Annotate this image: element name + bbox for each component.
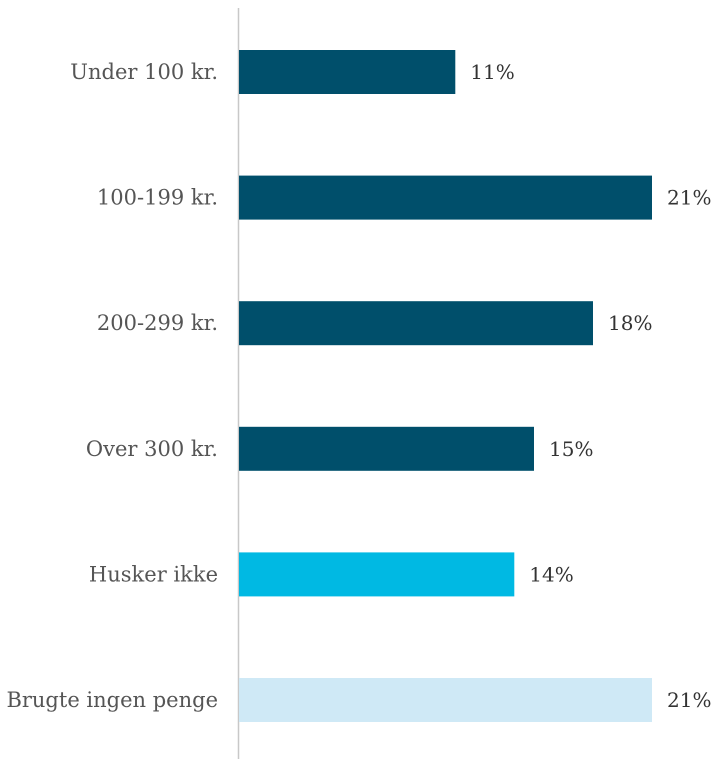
bar-5 (239, 552, 515, 597)
bars-layer (239, 50, 652, 722)
bar-4 (239, 426, 534, 471)
value-label-4: 15% (549, 437, 593, 461)
labels-layer: Under 100 kr. 11% 100-199 kr. 21% 200-299 kr… (6, 60, 711, 712)
bar-6 (239, 678, 652, 722)
bar-1 (239, 50, 456, 94)
category-label-6: Brugte ingen penge (6, 688, 218, 712)
value-label-2: 21% (667, 186, 711, 210)
value-label-6: 21% (667, 688, 711, 712)
value-label-1: 11% (470, 60, 514, 84)
category-label-5: Husker ikke (89, 562, 218, 586)
category-label-3: 200-299 kr. (97, 311, 218, 335)
category-label-1: Under 100 kr. (70, 60, 218, 84)
category-label-4: Over 300 kr. (86, 437, 218, 461)
value-label-5: 14% (529, 562, 573, 586)
category-label-2: 100-199 kr. (97, 186, 218, 210)
value-label-3: 18% (608, 311, 652, 335)
bar-3 (239, 301, 593, 346)
bar-2 (239, 175, 652, 220)
